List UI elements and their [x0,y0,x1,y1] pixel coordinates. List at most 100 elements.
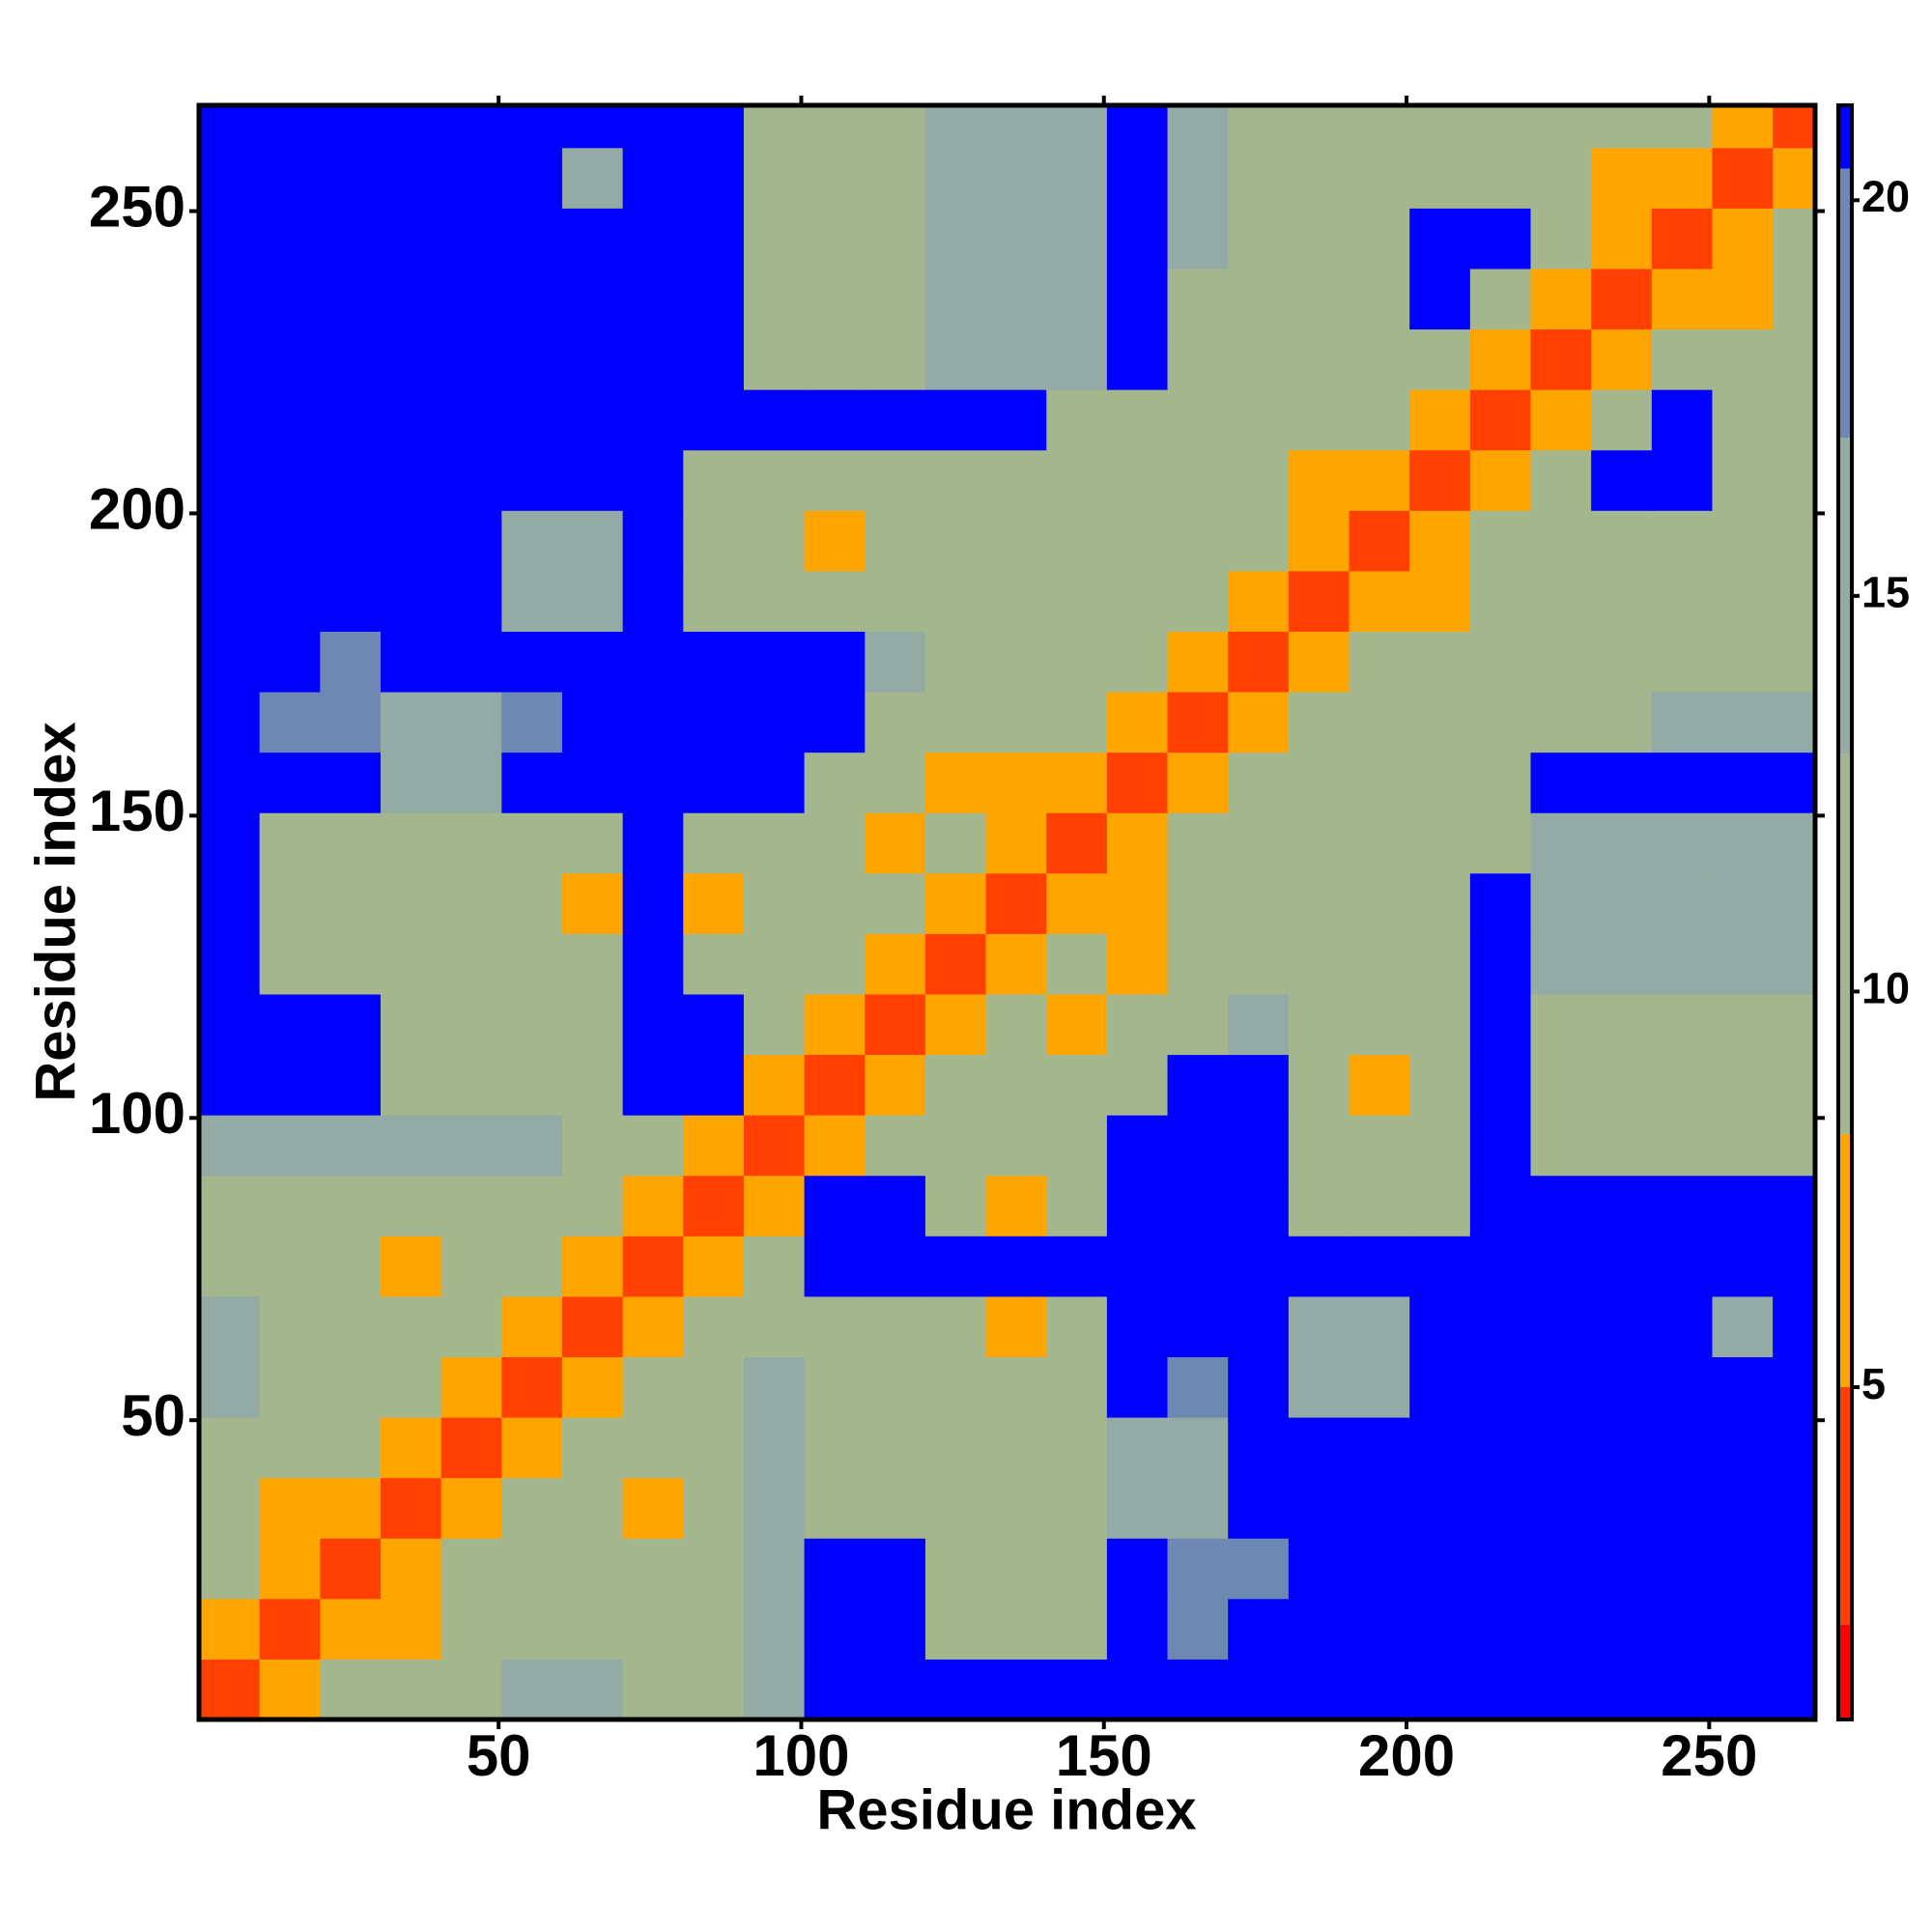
heatmap-cell [985,993,1047,1056]
heatmap-cell [1409,105,1471,149]
heatmap-cell [924,1417,987,1479]
heatmap-cell [1651,208,1713,270]
heatmap-cell [1712,872,1774,934]
heatmap-cell [804,268,866,330]
heatmap-cell [1288,631,1350,693]
heatmap-cell [561,1417,624,1479]
heatmap-cell [865,1477,926,1539]
heatmap-cell [985,692,1047,753]
heatmap-cell [804,1538,866,1600]
heatmap-cell [1591,208,1653,270]
heatmap-cell [1046,208,1108,270]
heatmap-cell [865,1356,926,1418]
heatmap-cell [561,389,624,451]
heatmap-cell [259,1295,321,1357]
heatmap-cell [380,692,442,753]
heatmap-cell [1651,1236,1713,1297]
heatmap-cell [1228,1598,1290,1660]
heatmap-cell [1228,692,1290,753]
heatmap-cell [1288,147,1350,209]
heatmap-cell [1651,570,1713,632]
heatmap-cell [1651,1598,1713,1660]
heatmap-cell [1530,993,1592,1056]
heatmap-cell [1228,389,1290,451]
heatmap-cell [622,147,684,209]
heatmap-cell [622,510,684,572]
heatmap-cell [1046,812,1108,874]
heatmap-cell [1349,1477,1410,1539]
heatmap-cell [1288,1054,1350,1116]
heatmap-cell [924,872,987,934]
heatmap-cell [1349,993,1410,1056]
heatmap-cell [1591,1054,1653,1116]
heatmap-cell [1167,268,1229,330]
heatmap-cell [985,1477,1047,1539]
heatmap-cell [1530,1115,1592,1177]
heatmap-cell [804,631,866,693]
heatmap-cell [561,692,624,753]
heatmap-cell [1469,1477,1532,1539]
heatmap-cell [683,1538,745,1600]
heatmap-cell [1530,1598,1592,1660]
heatmap-cell [1469,1598,1532,1660]
heatmap-cell [1409,1356,1471,1418]
heatmap-cell [1288,268,1350,330]
heatmap-cell [320,692,382,753]
heatmap-cell [199,872,261,934]
heatmap-cell [561,510,624,572]
heatmap-cell [924,1538,987,1600]
colorbar-segment [1838,168,1852,439]
heatmap-cell [199,692,261,753]
heatmap-cell [440,692,502,753]
heatmap-cell [1409,752,1471,813]
heatmap-cell [440,570,502,632]
heatmap-cell [199,510,261,572]
heatmap-cell [561,1175,624,1236]
heatmap-cell [622,1477,684,1539]
heatmap-cell [1046,1417,1108,1479]
heatmap-cell [259,570,321,632]
heatmap-cell [561,328,624,390]
heatmap-cell [622,1236,684,1297]
heatmap-cell [199,1175,261,1236]
heatmap-cell [501,268,563,330]
heatmap-cell [1773,105,1816,149]
heatmap-cell [259,208,321,270]
heatmap-cell [259,510,321,572]
heatmap-cell [561,268,624,330]
heatmap-cell [1530,752,1592,813]
heatmap-cell [1591,993,1653,1056]
heatmap-cell [743,268,806,330]
heatmap-cell [924,328,987,390]
heatmap-cell [259,692,321,753]
heatmap-cell [1167,1538,1229,1600]
heatmap-cell [1106,1295,1169,1357]
heatmap-cell [1530,510,1592,572]
heatmap-cell [622,570,684,632]
heatmap-cell [1591,1477,1653,1539]
heatmap-cell [380,1175,442,1236]
heatmap-cell [199,1295,261,1357]
heatmap-cell [1167,752,1229,813]
heatmap-cell [1469,1659,1532,1720]
heatmap-cell [1228,1538,1290,1600]
heatmap-cell [320,752,382,813]
heatmap-cell [1469,1054,1532,1116]
heatmap-cell [1288,872,1350,934]
heatmap-cell [380,570,442,632]
heatmap-cell [743,1295,806,1357]
heatmap-cell [320,570,382,632]
heatmap-cell [380,389,442,451]
heatmap-cell [743,389,806,451]
heatmap-cell [440,328,502,390]
heatmap-cell [865,1417,926,1479]
heatmap-cell [1409,328,1471,390]
heatmap-cell [380,1417,442,1479]
heatmap-cell [440,631,502,693]
heatmap-cell [924,208,987,270]
heatmap-cell [1349,1659,1410,1720]
heatmap-cell [320,1295,382,1357]
heatmap-cell [1530,1054,1592,1116]
heatmap-cell [924,510,987,572]
heatmap-cell [1409,1538,1471,1600]
